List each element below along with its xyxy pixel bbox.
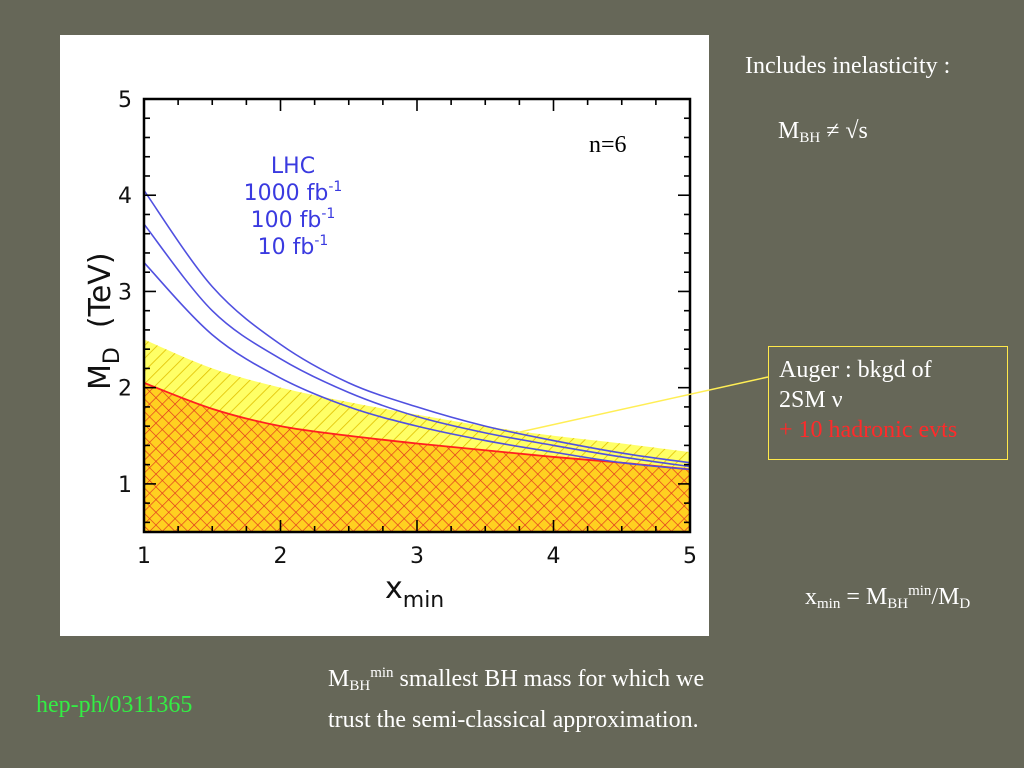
mbh-min-definition: MBHmin smallest BH mass for which we tru… (328, 656, 704, 737)
hadronic-band-hatch-b (144, 382, 690, 532)
xmin-definition: xmin = MBHmin/MD (805, 583, 971, 612)
inelasticity-note: Includes inelasticity : (745, 53, 951, 79)
x-tick-label: 4 (547, 544, 561, 569)
legend-entry-10: 10 fb-1 (258, 233, 329, 260)
y-tick-label: 4 (118, 184, 132, 209)
mbh-not-equal-sqrt-s: MBH ≠ √s (778, 118, 868, 146)
x-tick-label: 1 (137, 544, 151, 569)
x-tick-label: 3 (410, 544, 424, 569)
series-line-2 (144, 262, 690, 471)
paper-reference: hep-ph/0311365 (36, 692, 193, 718)
y-axis-label: MD (TeV) (83, 252, 125, 390)
mbh-def-line-1: MBHmin smallest BH mass for which we (328, 665, 705, 694)
y-tick-label: 2 (118, 377, 132, 402)
legend-entry-1000: 1000 fb-1 (244, 179, 343, 206)
series-line-1 (144, 223, 690, 468)
y-tick-label: 1 (118, 473, 132, 498)
auger-line-2: 2SM ν (779, 387, 843, 413)
n6-annotation: n=6 (589, 132, 627, 158)
legend: LHC 1000 fb-1 100 fb-1 10 fb-1 (244, 154, 343, 260)
series-line-0 (144, 189, 690, 464)
x-tick-label: 5 (683, 544, 697, 569)
mbh-def-line-2: trust the semi-classical approximation. (328, 707, 699, 733)
legend-entry-100: 100 fb-1 (251, 206, 336, 233)
x-tick-label: 2 (274, 544, 288, 569)
plot-panel: 1 2 3 4 5 1 2 3 4 5 xmin MD (TeV) n=6 LHC 1000 fb… (60, 35, 709, 636)
auger-line-3: + 10 hadronic evts (779, 417, 958, 443)
auger-callout-box: Auger : bkgd of 2SM ν + 10 hadronic evts (768, 346, 1008, 460)
auger-line-1: Auger : bkgd of (779, 357, 932, 383)
y-tick-label: 5 (118, 88, 132, 113)
y-tick-label: 3 (118, 280, 132, 305)
hadronic-band-edge (144, 382, 690, 471)
legend-title: LHC (271, 154, 315, 179)
x-axis-label: xmin (385, 571, 444, 613)
md-vs-xmin-chart: 1 2 3 4 5 1 2 3 4 5 xmin MD (TeV) n=6 LHC 1000 fb… (83, 88, 697, 613)
